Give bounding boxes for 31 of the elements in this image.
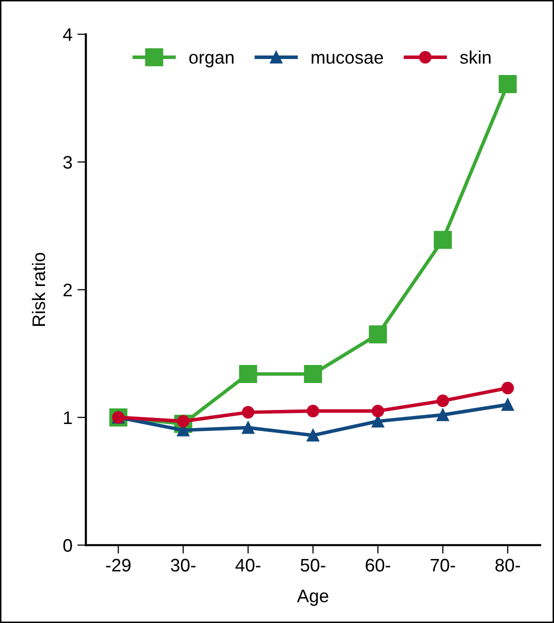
y-tick-label: 2: [64, 284, 72, 296]
point: [306, 404, 320, 418]
legend-label: organ: [189, 54, 234, 68]
point: [436, 408, 450, 422]
x-tick-label: 80-: [495, 558, 520, 572]
point: [368, 325, 387, 344]
x-tick-label: 50-: [300, 558, 326, 572]
y-tick-label: 1: [64, 412, 72, 424]
point: [242, 406, 254, 419]
x-tick-label: 70-: [430, 558, 456, 572]
y-tick-label: 0: [63, 539, 72, 552]
y-axis-title: Risk ratio: [32, 252, 46, 326]
x-tick-label: 30-: [170, 558, 196, 572]
y-tick-label: 3: [63, 156, 72, 169]
x-tick-label: -29: [106, 558, 131, 572]
x-tick-label: 60-: [366, 558, 390, 572]
point: [501, 382, 514, 394]
point: [239, 364, 258, 384]
x-axis-title: Age: [296, 590, 328, 606]
point: [498, 75, 517, 94]
x-tick-label: 40-: [235, 558, 260, 572]
point: [501, 398, 514, 411]
point: [304, 364, 322, 384]
point: [436, 394, 450, 408]
point: [372, 404, 384, 418]
y-tick-label: 4: [63, 28, 72, 41]
point: [306, 429, 320, 442]
legend-label: skin: [460, 50, 491, 64]
point: [434, 230, 452, 249]
legend-label: mucosae: [312, 54, 383, 64]
point: [242, 421, 254, 434]
